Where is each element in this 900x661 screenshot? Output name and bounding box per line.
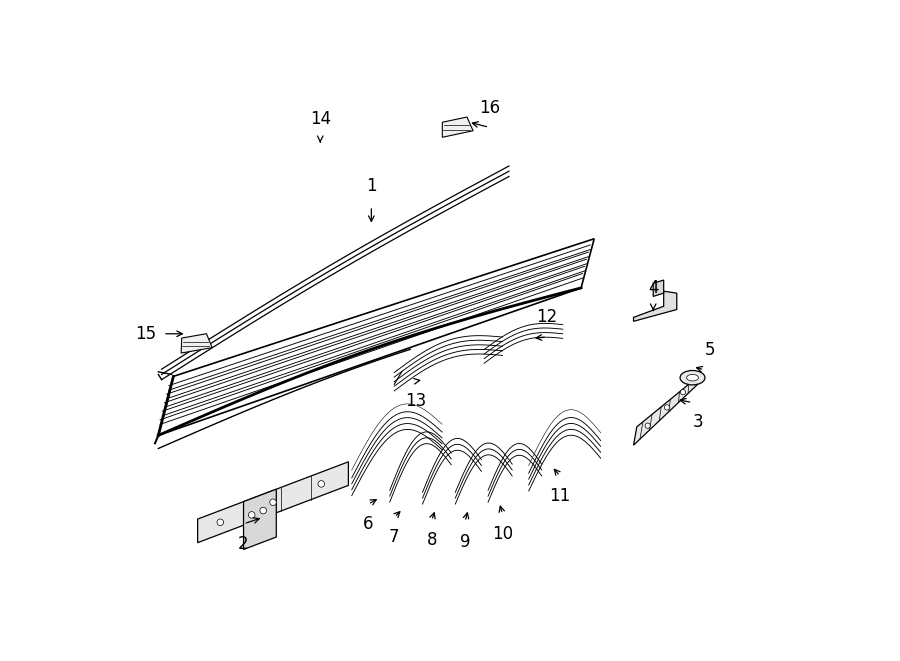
Text: 1: 1 <box>366 177 377 195</box>
Text: 3: 3 <box>692 413 703 431</box>
Text: 16: 16 <box>479 98 500 116</box>
Text: 9: 9 <box>460 533 471 551</box>
Text: 11: 11 <box>550 486 571 504</box>
Polygon shape <box>653 280 663 296</box>
Polygon shape <box>634 377 698 446</box>
Text: 13: 13 <box>405 391 427 410</box>
Text: 7: 7 <box>389 528 400 546</box>
Ellipse shape <box>687 374 698 381</box>
Text: 2: 2 <box>238 535 248 553</box>
Text: 14: 14 <box>310 110 331 128</box>
Circle shape <box>217 519 223 525</box>
Text: 6: 6 <box>363 515 374 533</box>
Ellipse shape <box>680 370 705 385</box>
Polygon shape <box>158 239 594 436</box>
Polygon shape <box>634 292 677 321</box>
Circle shape <box>664 405 670 410</box>
Text: 5: 5 <box>705 341 715 359</box>
Text: 4: 4 <box>648 279 659 297</box>
Text: 8: 8 <box>427 531 436 549</box>
Text: 12: 12 <box>536 309 558 327</box>
Circle shape <box>260 507 266 514</box>
Circle shape <box>680 389 686 395</box>
Text: 10: 10 <box>492 525 513 543</box>
Polygon shape <box>198 462 348 543</box>
Polygon shape <box>244 489 276 549</box>
Text: 15: 15 <box>135 325 157 343</box>
Circle shape <box>248 512 255 518</box>
Polygon shape <box>442 117 473 137</box>
Circle shape <box>645 423 651 428</box>
Polygon shape <box>181 334 212 353</box>
Circle shape <box>270 499 276 506</box>
Circle shape <box>318 481 325 487</box>
